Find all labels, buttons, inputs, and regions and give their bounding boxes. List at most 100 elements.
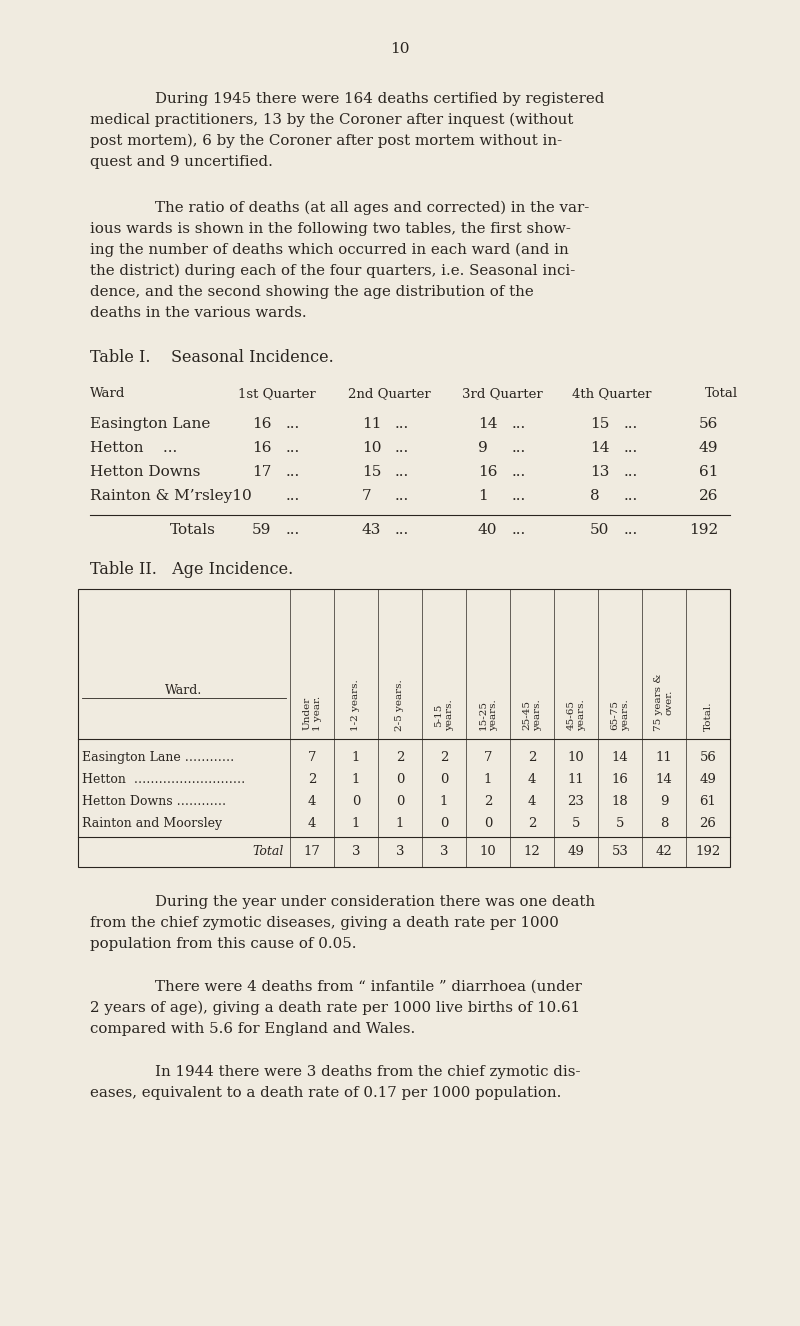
Text: 2: 2	[308, 773, 316, 786]
Text: ...: ...	[624, 465, 638, 479]
Text: Total: Total	[253, 845, 284, 858]
Text: population from this cause of 0.05.: population from this cause of 0.05.	[90, 937, 357, 951]
Text: 49: 49	[699, 773, 717, 786]
Text: ...: ...	[395, 489, 410, 503]
Text: Table II.   Age Incidence.: Table II. Age Incidence.	[90, 561, 294, 578]
Text: 15-25
years.: 15-25 years.	[478, 699, 498, 731]
Text: 11: 11	[362, 416, 382, 431]
Text: 50: 50	[590, 522, 610, 537]
Text: 0: 0	[396, 796, 404, 808]
Text: 5: 5	[616, 817, 624, 830]
Text: 49: 49	[567, 845, 585, 858]
Text: 2: 2	[528, 751, 536, 764]
Text: 9: 9	[660, 796, 668, 808]
Text: Table I.    Seasonal Incidence.: Table I. Seasonal Incidence.	[90, 349, 334, 366]
Text: ...: ...	[395, 522, 410, 537]
Text: the district) during each of the four quarters, i.e. Seasonal inci-: the district) during each of the four qu…	[90, 264, 575, 278]
Text: 2nd Quarter: 2nd Quarter	[348, 387, 430, 400]
Text: 7: 7	[484, 751, 492, 764]
Text: 10: 10	[390, 42, 410, 56]
Text: ...: ...	[395, 465, 410, 479]
Text: During the year under consideration there was one death: During the year under consideration ther…	[155, 895, 595, 910]
Text: 25-45
years.: 25-45 years.	[522, 699, 542, 731]
Text: Totals: Totals	[170, 522, 216, 537]
Text: ious wards is shown in the following two tables, the first show-: ious wards is shown in the following two…	[90, 221, 571, 236]
Text: eases, equivalent to a death rate of 0.17 per 1000 population.: eases, equivalent to a death rate of 0.1…	[90, 1086, 562, 1101]
Text: 75 years &
over.: 75 years & over.	[654, 674, 674, 731]
Text: 3: 3	[440, 845, 448, 858]
Text: 9: 9	[478, 442, 488, 455]
Text: ...: ...	[286, 416, 300, 431]
Text: 61: 61	[699, 796, 717, 808]
Text: There were 4 deaths from “ infantile ” diarrhoea (under: There were 4 deaths from “ infantile ” d…	[155, 980, 582, 994]
Text: 13: 13	[590, 465, 610, 479]
Text: 10: 10	[568, 751, 584, 764]
Text: 2 years of age), giving a death rate per 1000 live births of 10.61: 2 years of age), giving a death rate per…	[90, 1001, 580, 1016]
Text: dence, and the second showing the age distribution of the: dence, and the second showing the age di…	[90, 285, 534, 298]
Text: Ward.: Ward.	[166, 684, 202, 697]
Text: ...: ...	[512, 442, 526, 455]
Text: Easington Lane …………: Easington Lane …………	[82, 751, 234, 764]
Text: 1: 1	[484, 773, 492, 786]
Text: 7: 7	[308, 751, 316, 764]
Text: post mortem), 6 by the Coroner after post mortem without in-: post mortem), 6 by the Coroner after pos…	[90, 134, 562, 149]
Text: 15: 15	[362, 465, 382, 479]
Text: 15: 15	[590, 416, 610, 431]
Text: 16: 16	[478, 465, 498, 479]
Text: 1: 1	[352, 817, 360, 830]
Text: 11: 11	[656, 751, 672, 764]
Text: quest and 9 uncertified.: quest and 9 uncertified.	[90, 155, 273, 168]
Text: 0: 0	[396, 773, 404, 786]
Text: 17: 17	[252, 465, 271, 479]
Text: 1st Quarter: 1st Quarter	[238, 387, 316, 400]
Text: 14: 14	[590, 442, 610, 455]
Text: Under
1 year.: Under 1 year.	[302, 696, 322, 731]
Text: ...: ...	[512, 522, 526, 537]
Text: 23: 23	[567, 796, 585, 808]
Text: Total.: Total.	[703, 701, 713, 731]
Text: 2: 2	[528, 817, 536, 830]
Text: 40: 40	[478, 522, 498, 537]
Text: ...: ...	[286, 465, 300, 479]
Text: 61: 61	[698, 465, 718, 479]
Text: 53: 53	[611, 845, 629, 858]
Text: 7: 7	[362, 489, 372, 503]
Text: Easington Lane: Easington Lane	[90, 416, 210, 431]
Text: 26: 26	[699, 817, 717, 830]
Text: 1: 1	[352, 751, 360, 764]
Text: 0: 0	[352, 796, 360, 808]
Text: 4: 4	[308, 796, 316, 808]
Text: 45-65
years.: 45-65 years.	[566, 699, 586, 731]
Text: ing the number of deaths which occurred in each ward (and in: ing the number of deaths which occurred …	[90, 243, 569, 257]
Text: In 1944 there were 3 deaths from the chief zymotic dis-: In 1944 there were 3 deaths from the chi…	[155, 1065, 581, 1079]
Text: 2-5 years.: 2-5 years.	[395, 679, 405, 731]
Text: 26: 26	[698, 489, 718, 503]
Text: 42: 42	[656, 845, 672, 858]
Text: ...: ...	[395, 416, 410, 431]
Text: 2: 2	[440, 751, 448, 764]
Text: 1: 1	[440, 796, 448, 808]
Text: ...: ...	[395, 442, 410, 455]
Text: 0: 0	[484, 817, 492, 830]
Text: Ward: Ward	[90, 387, 126, 400]
Text: 1: 1	[396, 817, 404, 830]
Bar	[78, 589, 730, 867]
Text: Hetton  ………………………: Hetton ………………………	[82, 773, 246, 786]
Text: 3: 3	[396, 845, 404, 858]
Text: 4: 4	[528, 796, 536, 808]
Text: 0: 0	[440, 773, 448, 786]
Text: 11: 11	[568, 773, 584, 786]
Text: Total: Total	[705, 387, 738, 400]
Text: 59: 59	[252, 522, 271, 537]
Text: 5: 5	[572, 817, 580, 830]
Text: from the chief zymotic diseases, giving a death rate per 1000: from the chief zymotic diseases, giving …	[90, 916, 559, 930]
Text: compared with 5.6 for England and Wales.: compared with 5.6 for England and Wales.	[90, 1022, 415, 1036]
Text: ...: ...	[286, 442, 300, 455]
Text: 17: 17	[303, 845, 321, 858]
Text: ...: ...	[512, 465, 526, 479]
Text: deaths in the various wards.: deaths in the various wards.	[90, 306, 306, 320]
Text: 4: 4	[308, 817, 316, 830]
Text: 1: 1	[352, 773, 360, 786]
Text: ...: ...	[624, 416, 638, 431]
Text: Rainton and Moorsley: Rainton and Moorsley	[82, 817, 222, 830]
